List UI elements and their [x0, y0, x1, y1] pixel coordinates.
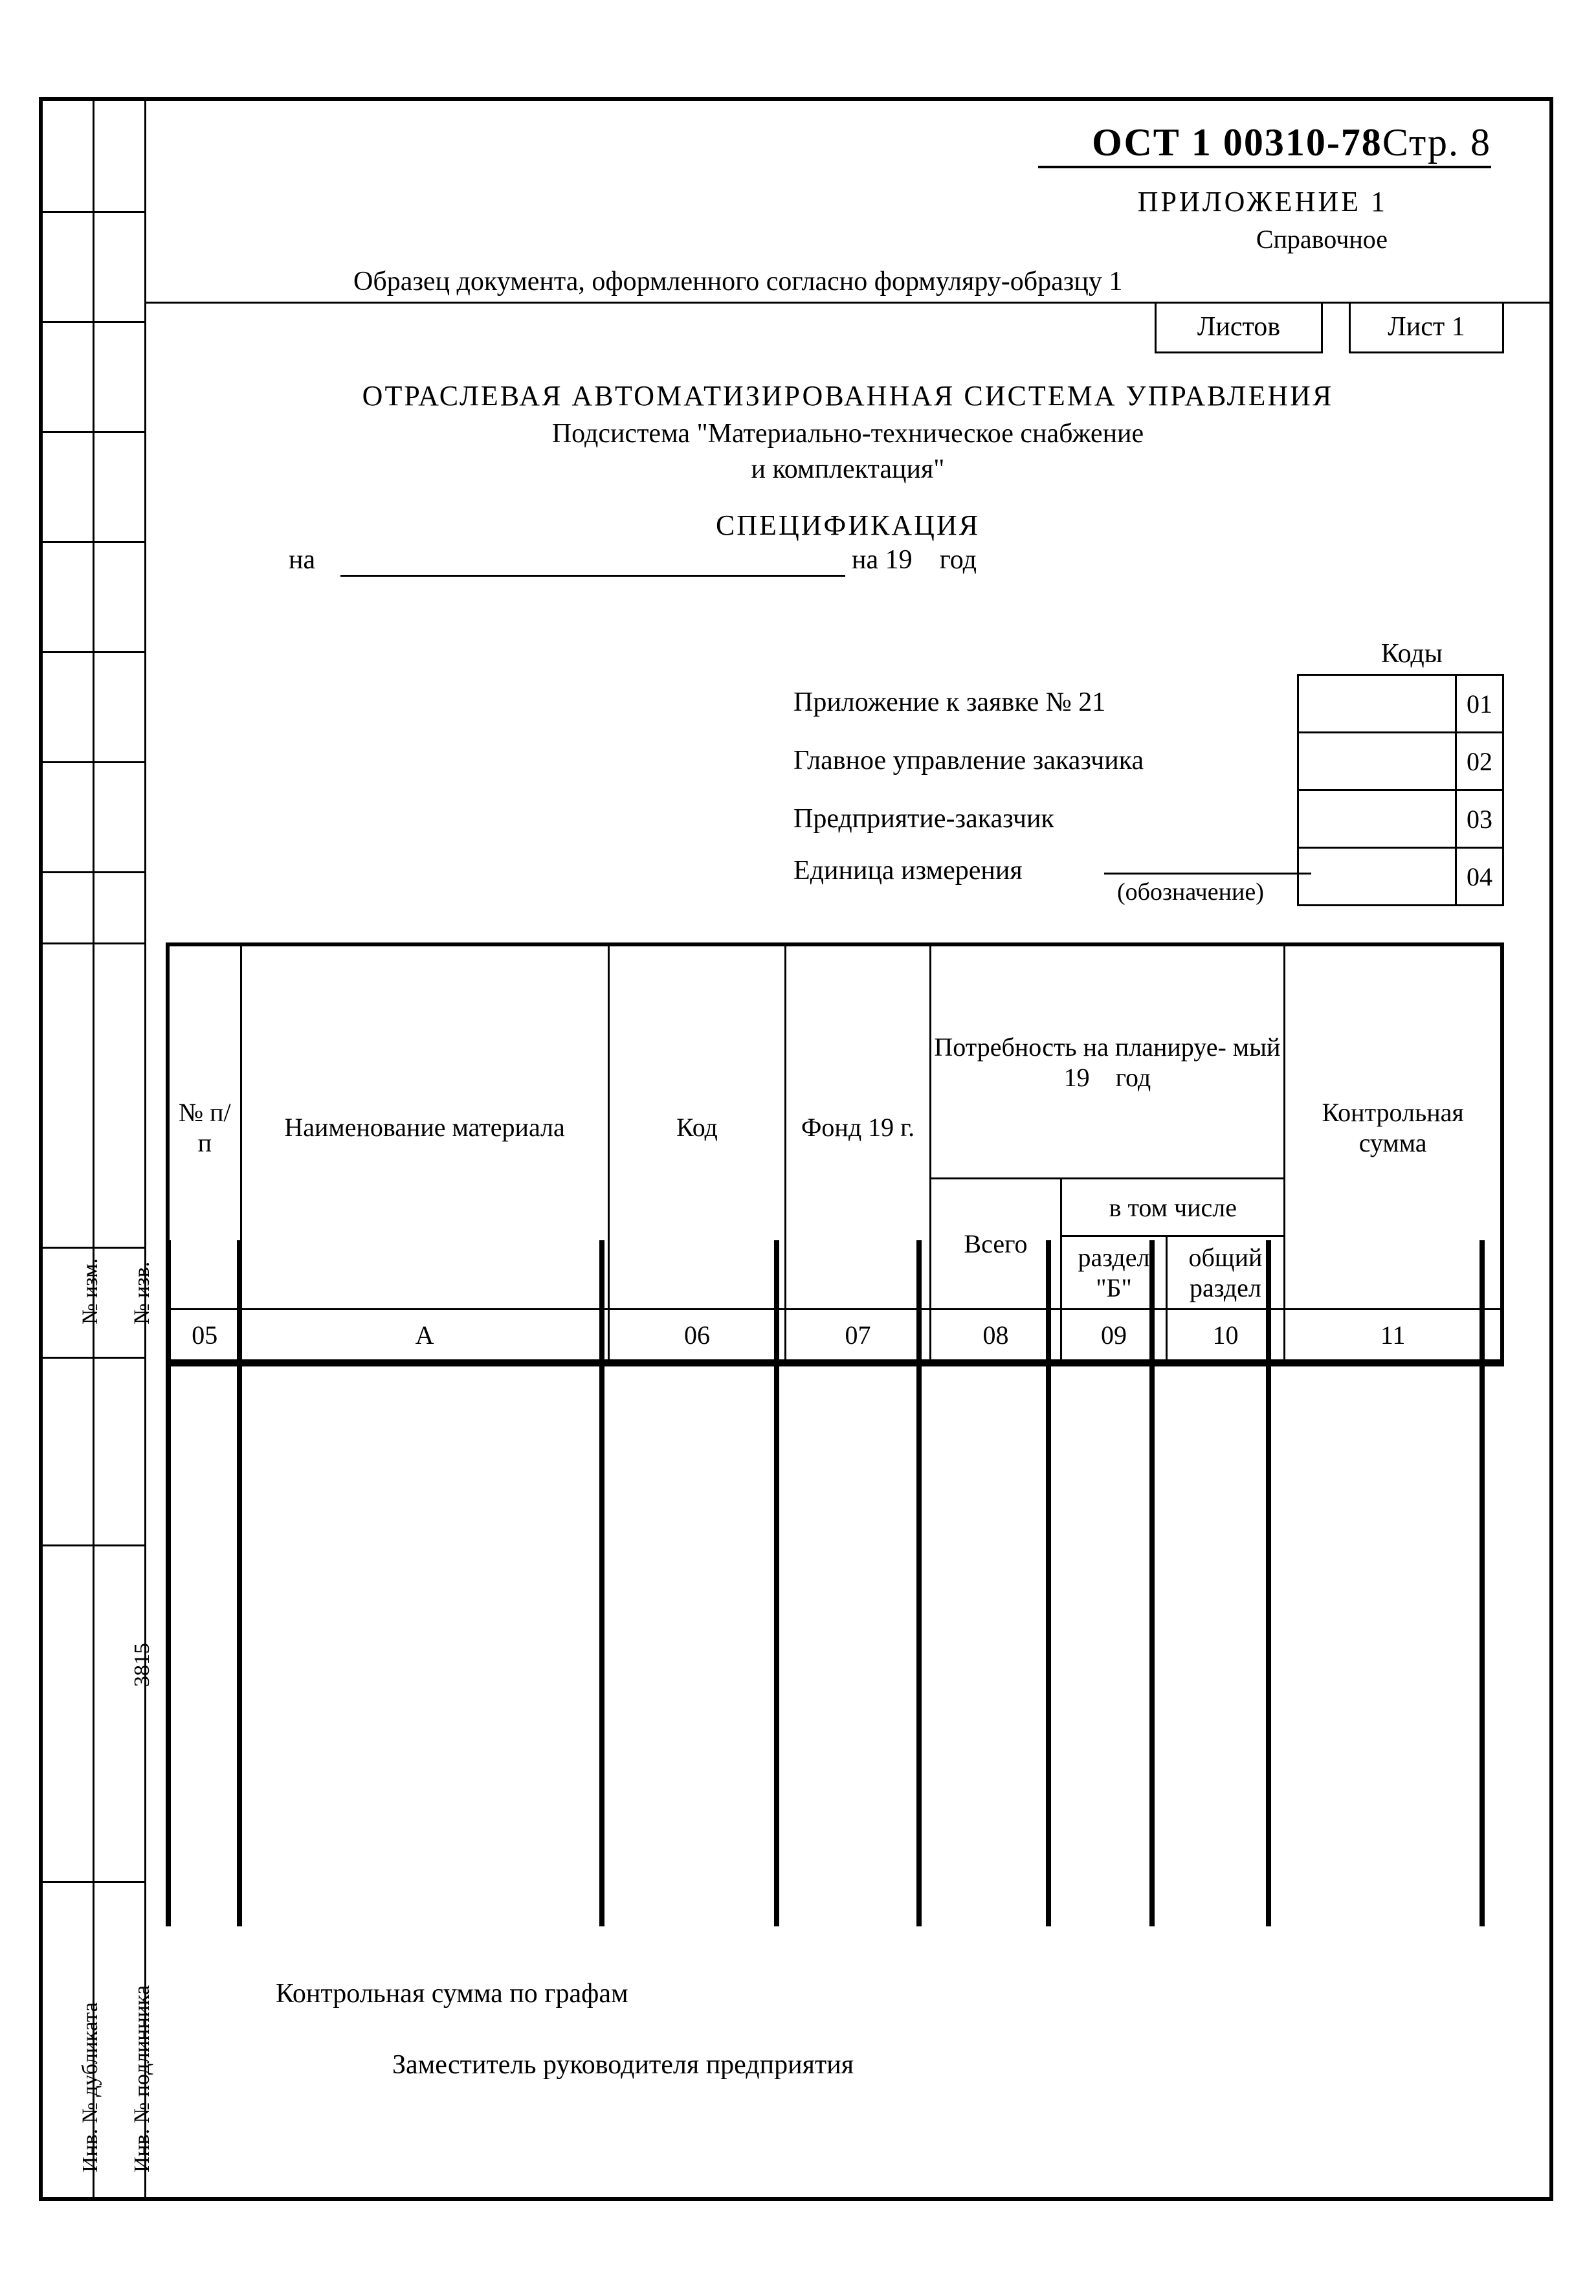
na-underline: [340, 575, 845, 577]
code-label-01: Приложение к заявке № 21: [793, 687, 1105, 718]
reference-label: Справочное: [1256, 224, 1388, 254]
code-label-02: Главное управление заказчика: [793, 745, 1144, 776]
title-line-3: и комплектация": [146, 454, 1549, 485]
title-line-2: Подсистема "Материально-техническое снаб…: [146, 418, 1549, 449]
code-label-04: Единица измерения: [793, 855, 1023, 886]
footer-signature: Заместитель руководителя предприятия: [392, 2049, 854, 2080]
document-code: ОСТ 1 00310-78Стр. 8: [1092, 120, 1491, 165]
title-line-1: ОТРАСЛЕВАЯ АВТОМАТИЗИРОВАННАЯ СИСТЕМА УП…: [146, 379, 1549, 412]
label-inv-duplicate: Инв. № дубликата: [78, 2002, 103, 2172]
page: № изм. № изв. 3815 Инв. № дубликата Инв.…: [0, 0, 1596, 2296]
code-num-04: 04: [1455, 849, 1502, 904]
unit-underline: [1104, 873, 1311, 875]
codes-header: Коды: [1381, 638, 1443, 669]
document-frame: № изм. № изв. 3815 Инв. № дубликата Инв.…: [39, 97, 1553, 2201]
codes-table: 01 02 03 04: [1297, 674, 1504, 906]
unit-sublabel: (обозначение): [1117, 878, 1264, 906]
sheet-boxes: Листов Лист 1: [1155, 302, 1504, 353]
hdr-need: Потребность на планируе- мый 19 год: [930, 946, 1285, 1179]
appendix-label: ПРИЛОЖЕНИЕ 1: [1138, 185, 1388, 218]
code-num-03: 03: [1455, 791, 1502, 847]
doc-code-underline: [1038, 166, 1491, 168]
title-spec: СПЕЦИФИКАЦИЯ: [146, 509, 1549, 542]
code-num-01: 01: [1455, 676, 1502, 731]
gost-binding-strip: № изм. № изв. 3815 Инв. № дубликата Инв.…: [43, 101, 146, 2197]
na-label: на: [289, 544, 315, 575]
doc-code-main: ОСТ 1 00310-78: [1092, 121, 1382, 164]
footer-control-sum: Контрольная сумма по графам: [276, 1978, 628, 2009]
sample-caption: Образец документа, оформленного согласно…: [353, 266, 1122, 297]
content-area: ОСТ 1 00310-78Стр. 8 ПРИЛОЖЕНИЕ 1 Справо…: [146, 101, 1549, 2197]
sheet-number-cell: Лист 1: [1349, 302, 1504, 353]
sheets-total-cell: Листов: [1155, 302, 1323, 353]
code-label-03: Предприятие-заказчик: [793, 803, 1054, 834]
hdr-including: в том числе: [1061, 1179, 1285, 1236]
spec-table-body: [166, 1240, 1504, 1926]
doc-code-page: Стр. 8: [1382, 121, 1491, 164]
na-year: на 19 год: [852, 544, 977, 575]
code-num-02: 02: [1455, 733, 1502, 789]
label-izm-no: № изм.: [78, 1258, 103, 1324]
